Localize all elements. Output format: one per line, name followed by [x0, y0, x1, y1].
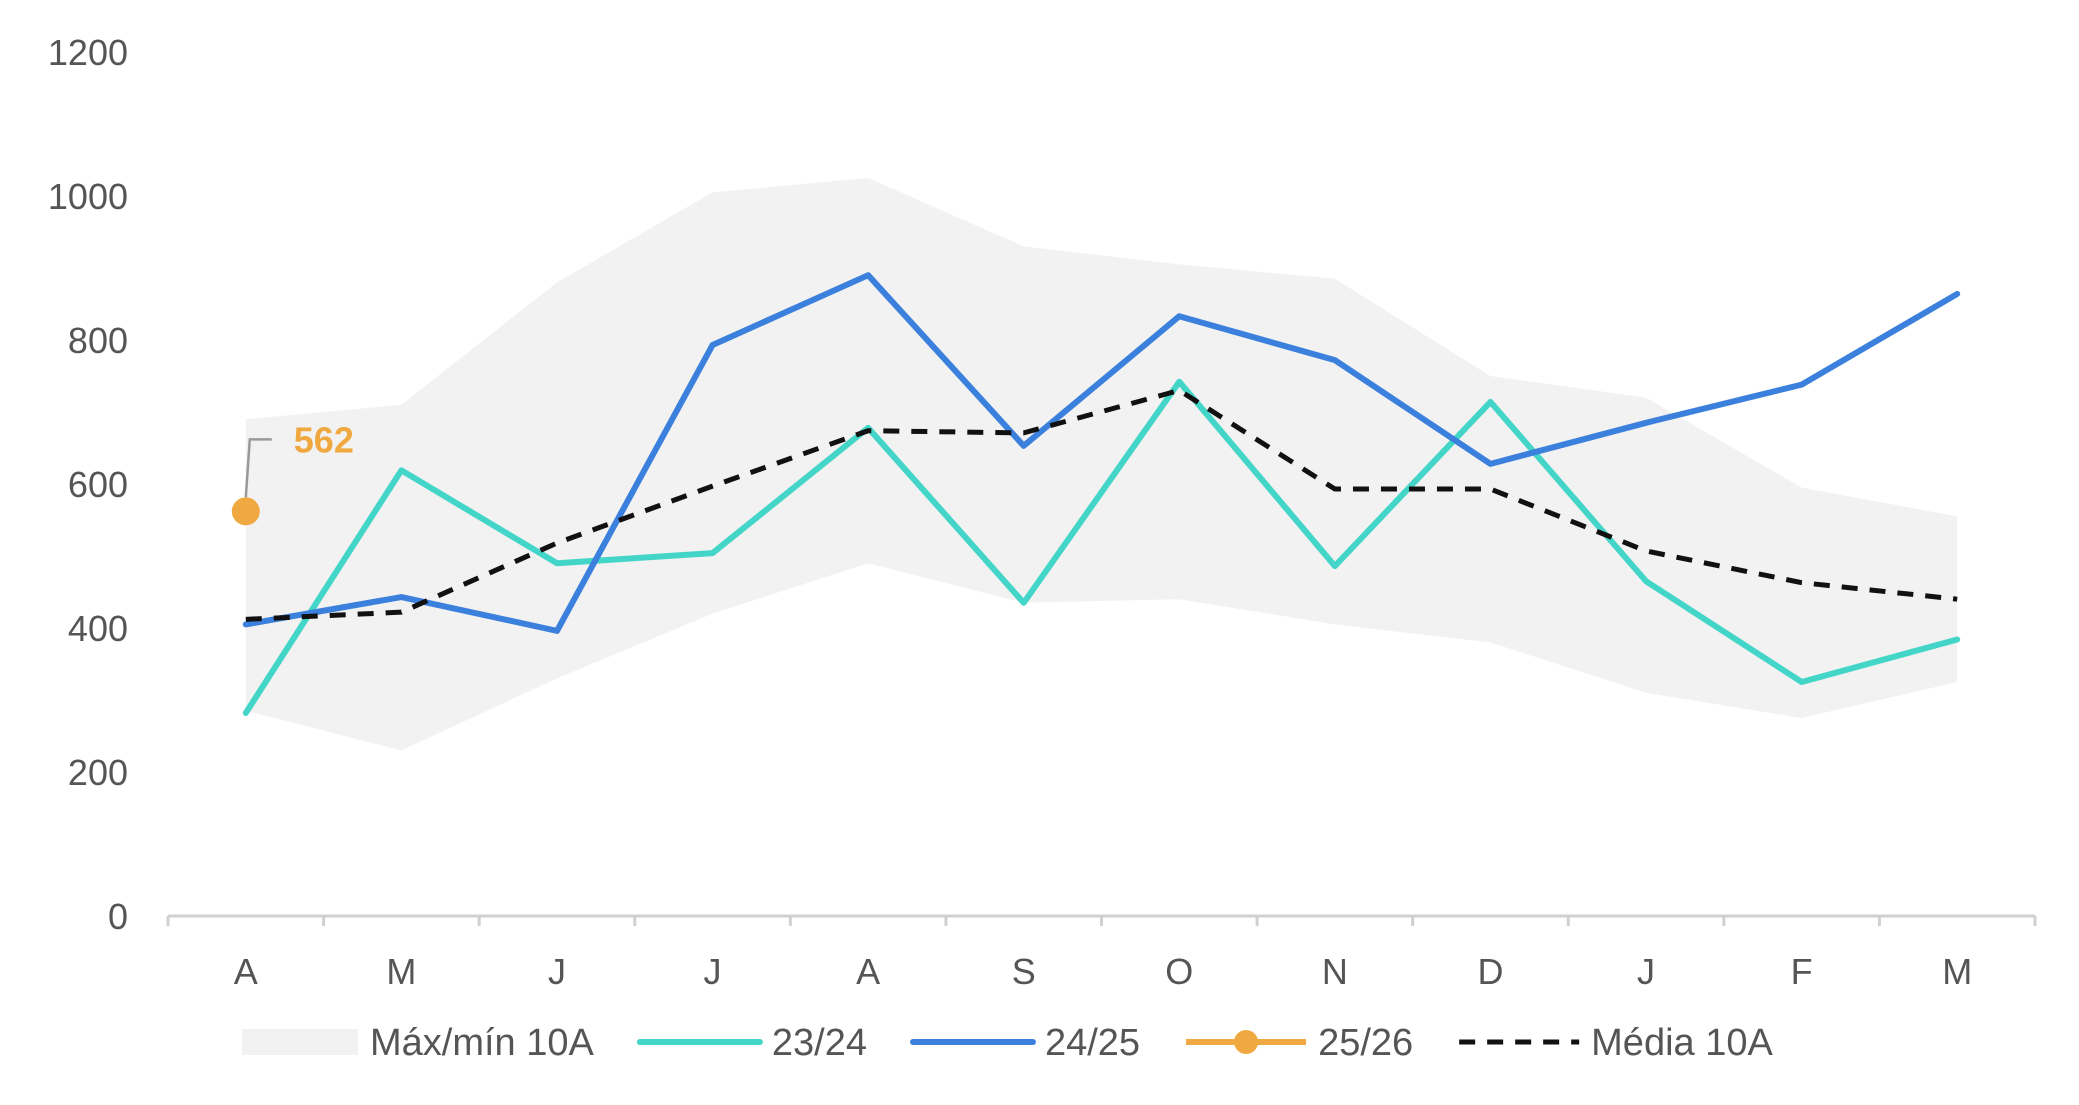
x-tick-label: F	[1791, 951, 1813, 992]
legend-swatch-band	[242, 1029, 358, 1055]
annotation-leader-line	[244, 438, 272, 498]
legend-label: 25/26	[1318, 1022, 1413, 1064]
annotation-layer: 562	[244, 419, 354, 498]
legend-item: 24/25	[909, 1022, 1140, 1064]
legend-item: Máx/mín 10A	[242, 1022, 595, 1064]
y-tick-label: 200	[68, 752, 128, 793]
legend-label: Máx/mín 10A	[370, 1022, 595, 1064]
x-tick-label: N	[1322, 951, 1348, 992]
y-tick-label: 0	[108, 896, 128, 937]
y-tick-label: 800	[68, 320, 128, 361]
y-tick-label: 1200	[48, 32, 128, 73]
legend: Máx/mín 10A 23/24 24/25 25/26 Média 10A	[242, 1022, 1773, 1064]
series-2-point	[231, 497, 260, 526]
legend-swatch-marker	[1234, 1030, 1259, 1054]
series-layer	[231, 272, 1961, 716]
x-tick-label: A	[234, 951, 258, 992]
x-tick-label: D	[1477, 951, 1503, 992]
x-tick-label: J	[548, 951, 566, 992]
x-tick-label: M	[386, 951, 416, 992]
x-tick-label: J	[704, 951, 722, 992]
y-tick-label: 600	[68, 464, 128, 505]
x-tick-label: J	[1637, 951, 1655, 992]
band-max-min	[245, 178, 1958, 751]
legend-label: Média 10A	[1591, 1022, 1773, 1064]
x-tick-label: O	[1165, 951, 1193, 992]
legend-label: 23/24	[772, 1022, 867, 1064]
annotation-label: 562	[294, 419, 354, 460]
x-tick-label: A	[856, 951, 880, 992]
x-tick-label: S	[1012, 951, 1036, 992]
legend-item: Média 10A	[1459, 1022, 1773, 1064]
series-1-line	[242, 272, 1961, 634]
legend-label: 24/25	[1045, 1022, 1140, 1064]
legend-item: 25/26	[1186, 1022, 1413, 1064]
x-tick-label: M	[1942, 951, 1972, 992]
legend-item: 23/24	[636, 1022, 867, 1064]
series-0-line	[242, 378, 1961, 716]
y-tick-label: 400	[68, 608, 128, 649]
axis-layer: 0 200 400 600 800 1000 1200 A M J J A S O N D J F M	[48, 32, 2037, 992]
band-layer	[245, 178, 1958, 751]
y-tick-label: 1000	[48, 176, 128, 217]
